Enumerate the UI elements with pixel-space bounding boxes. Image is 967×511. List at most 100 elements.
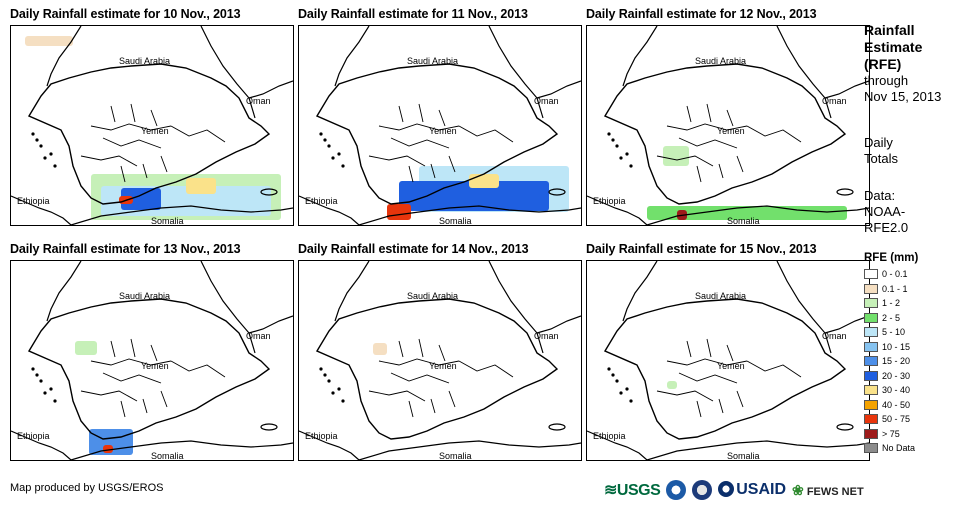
governorate-boundary xyxy=(678,372,738,384)
yemen-outline xyxy=(27,63,271,205)
country-label-saudi-arabia: Saudi Arabia xyxy=(407,291,458,301)
country-label-somalia: Somalia xyxy=(727,216,760,225)
legend-label: 15 - 20 xyxy=(882,356,911,367)
island-marker xyxy=(31,132,35,136)
island-marker xyxy=(53,164,57,168)
noaa-logo-icon xyxy=(666,480,687,500)
legend-label: 2 - 5 xyxy=(882,312,901,323)
legend-swatch xyxy=(864,428,878,439)
fews-net-logo: ❀ FEWS NET xyxy=(792,481,864,498)
island-marker xyxy=(39,379,43,383)
island-marker xyxy=(625,387,629,391)
island-marker xyxy=(35,373,39,377)
legend-swatch xyxy=(864,399,878,410)
panel-title: Daily Rainfall estimate for 12 Nov., 201… xyxy=(586,7,817,21)
legend-item: No Data xyxy=(864,441,918,456)
governorate-boundary xyxy=(678,137,738,149)
legend-swatch xyxy=(864,356,878,367)
island-marker xyxy=(43,156,47,160)
governorate-boundary xyxy=(368,390,426,402)
legend-label: 1 - 2 xyxy=(882,298,901,309)
governorate-boundary xyxy=(378,123,460,131)
island-marker xyxy=(619,156,623,160)
title-line: Estimate xyxy=(864,39,923,55)
governorate-boundary xyxy=(398,338,446,362)
legend-swatch xyxy=(864,298,878,309)
oman-border xyxy=(536,80,581,99)
rain-cell xyxy=(25,36,73,46)
totals-line: Totals xyxy=(864,151,898,166)
legend-item: 0 - 0.1 xyxy=(864,267,918,282)
island-marker xyxy=(615,144,619,148)
map-canvas: Saudi Arabia Oman Yemen Ethiopia Somalia xyxy=(587,26,869,225)
data-line: RFE2.0 xyxy=(864,220,909,235)
panel-title: Daily Rainfall estimate for 13 Nov., 201… xyxy=(10,242,241,256)
legend-swatch xyxy=(864,327,878,338)
legend-item: 20 - 30 xyxy=(864,369,918,384)
island-marker xyxy=(49,152,53,156)
legend-label: No Data xyxy=(882,443,916,454)
rain-cell xyxy=(75,341,97,355)
ethiopia-coast xyxy=(587,430,648,460)
saudi-border xyxy=(334,261,544,354)
legend-item: 40 - 50 xyxy=(864,398,918,413)
rfe-legend: RFE (mm) 0 - 0.1 0.1 - 1 1 - 2 2 - 5 5 - 10 1… xyxy=(864,252,918,456)
rain-cell xyxy=(387,204,411,220)
governorate-boundary xyxy=(656,390,714,402)
governorate-boundary xyxy=(408,155,456,183)
island-marker xyxy=(341,399,345,403)
saudi-border xyxy=(46,26,256,119)
legend-label: 10 - 15 xyxy=(882,341,911,352)
legend-item: 50 - 75 xyxy=(864,412,918,427)
panel-title: Daily Rainfall estimate for 15 Nov., 201… xyxy=(586,242,817,256)
island-marker xyxy=(327,379,331,383)
country-label-oman: Oman xyxy=(822,96,847,106)
island-marker xyxy=(607,132,611,136)
governorate-boundary xyxy=(80,155,138,167)
rainfall-map: Saudi Arabia Oman Yemen Ethiopia Somalia xyxy=(586,260,870,461)
ethiopia-coast xyxy=(587,195,648,225)
country-label-yemen: Yemen xyxy=(717,361,745,371)
country-label-somalia: Somalia xyxy=(151,451,184,460)
country-label-saudi-arabia: Saudi Arabia xyxy=(695,291,746,301)
island-marker xyxy=(31,367,35,371)
totals-line: Daily xyxy=(864,135,893,150)
island-marker xyxy=(331,391,335,395)
legend-swatch xyxy=(864,370,878,381)
country-label-saudi-arabia: Saudi Arabia xyxy=(119,56,170,66)
socotra-island xyxy=(836,423,854,431)
title-line: Rainfall xyxy=(864,22,915,38)
legend-label: > 75 xyxy=(882,428,900,439)
legend-label: 0.1 - 1 xyxy=(882,283,908,294)
somalia-coast xyxy=(358,205,581,225)
country-label-oman: Oman xyxy=(246,331,271,341)
island-marker xyxy=(629,164,633,168)
map-canvas: Saudi Arabia Oman Yemen Ethiopia Somalia xyxy=(299,261,581,460)
country-label-yemen: Yemen xyxy=(141,126,169,136)
rainfall-map: Saudi Arabia Oman Yemen Ethiopia Somalia xyxy=(10,260,294,461)
through-label: through xyxy=(864,73,909,88)
governorate-boundary xyxy=(90,358,172,366)
island-marker xyxy=(337,152,341,156)
island-marker xyxy=(619,391,623,395)
governorate-boundary xyxy=(120,390,168,418)
yemen-outline xyxy=(315,298,559,440)
legend-item: 1 - 2 xyxy=(864,296,918,311)
governorate-boundary xyxy=(90,123,172,131)
island-marker xyxy=(319,367,323,371)
governorate-boundary xyxy=(458,125,514,143)
oman-border xyxy=(824,80,869,99)
rain-cell xyxy=(663,146,689,166)
ethiopia-coast xyxy=(299,195,360,225)
somalia-coast xyxy=(70,440,293,460)
map-canvas: Saudi Arabia Oman Yemen Ethiopia Somalia xyxy=(299,26,581,225)
governorate-boundary xyxy=(398,103,446,127)
oman-border xyxy=(536,315,581,334)
saudi-border xyxy=(46,261,256,354)
legend-swatch xyxy=(864,443,878,454)
legend-item: 2 - 5 xyxy=(864,311,918,326)
island-marker xyxy=(39,144,43,148)
governorate-boundary xyxy=(656,155,714,167)
island-marker xyxy=(607,367,611,371)
legend-title: RFE (mm) xyxy=(864,252,919,264)
